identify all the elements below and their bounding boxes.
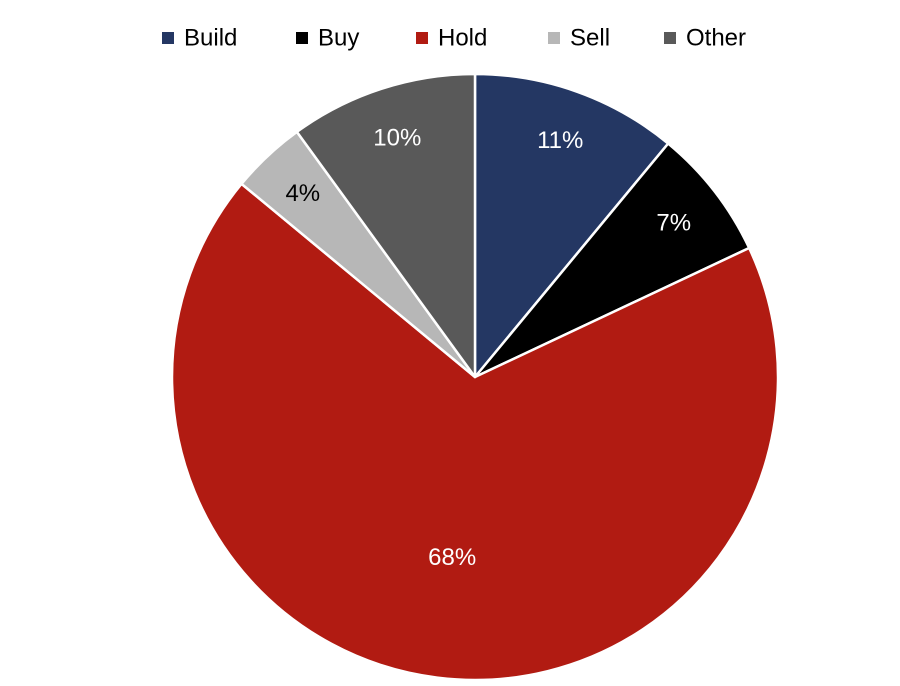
legend-item-other: Other bbox=[664, 25, 746, 52]
legend-swatch-hold bbox=[416, 32, 428, 44]
data-label-other: 10% bbox=[373, 124, 421, 151]
legend: Build Buy Hold Sell Other bbox=[162, 25, 746, 52]
data-labels: 11% 7% 68% 4% 10% bbox=[285, 124, 691, 571]
legend-label-sell: Sell bbox=[570, 25, 610, 52]
data-label-sell: 4% bbox=[285, 180, 320, 207]
data-label-buy: 7% bbox=[656, 209, 691, 236]
pie-slice-other bbox=[295, 72, 477, 379]
pie-slice-build bbox=[473, 72, 670, 379]
legend-label-other: Other bbox=[686, 25, 746, 52]
legend-item-build: Build bbox=[162, 25, 237, 52]
legend-label-hold: Hold bbox=[438, 25, 487, 52]
legend-swatch-sell bbox=[548, 32, 560, 44]
legend-swatch-build bbox=[162, 32, 174, 44]
legend-item-buy: Buy bbox=[296, 25, 359, 52]
legend-label-build: Build bbox=[184, 25, 237, 52]
data-label-hold: 68% bbox=[428, 544, 476, 571]
legend-item-sell: Sell bbox=[548, 25, 610, 52]
legend-swatch-buy bbox=[296, 32, 308, 44]
pie-slice-hold bbox=[170, 182, 780, 682]
pie-slice-buy bbox=[473, 142, 751, 379]
legend-swatch-other bbox=[664, 32, 676, 44]
data-label-build: 11% bbox=[537, 127, 583, 154]
legend-item-hold: Hold bbox=[416, 25, 487, 52]
legend-label-buy: Buy bbox=[318, 25, 359, 52]
pie-slices bbox=[170, 72, 780, 682]
